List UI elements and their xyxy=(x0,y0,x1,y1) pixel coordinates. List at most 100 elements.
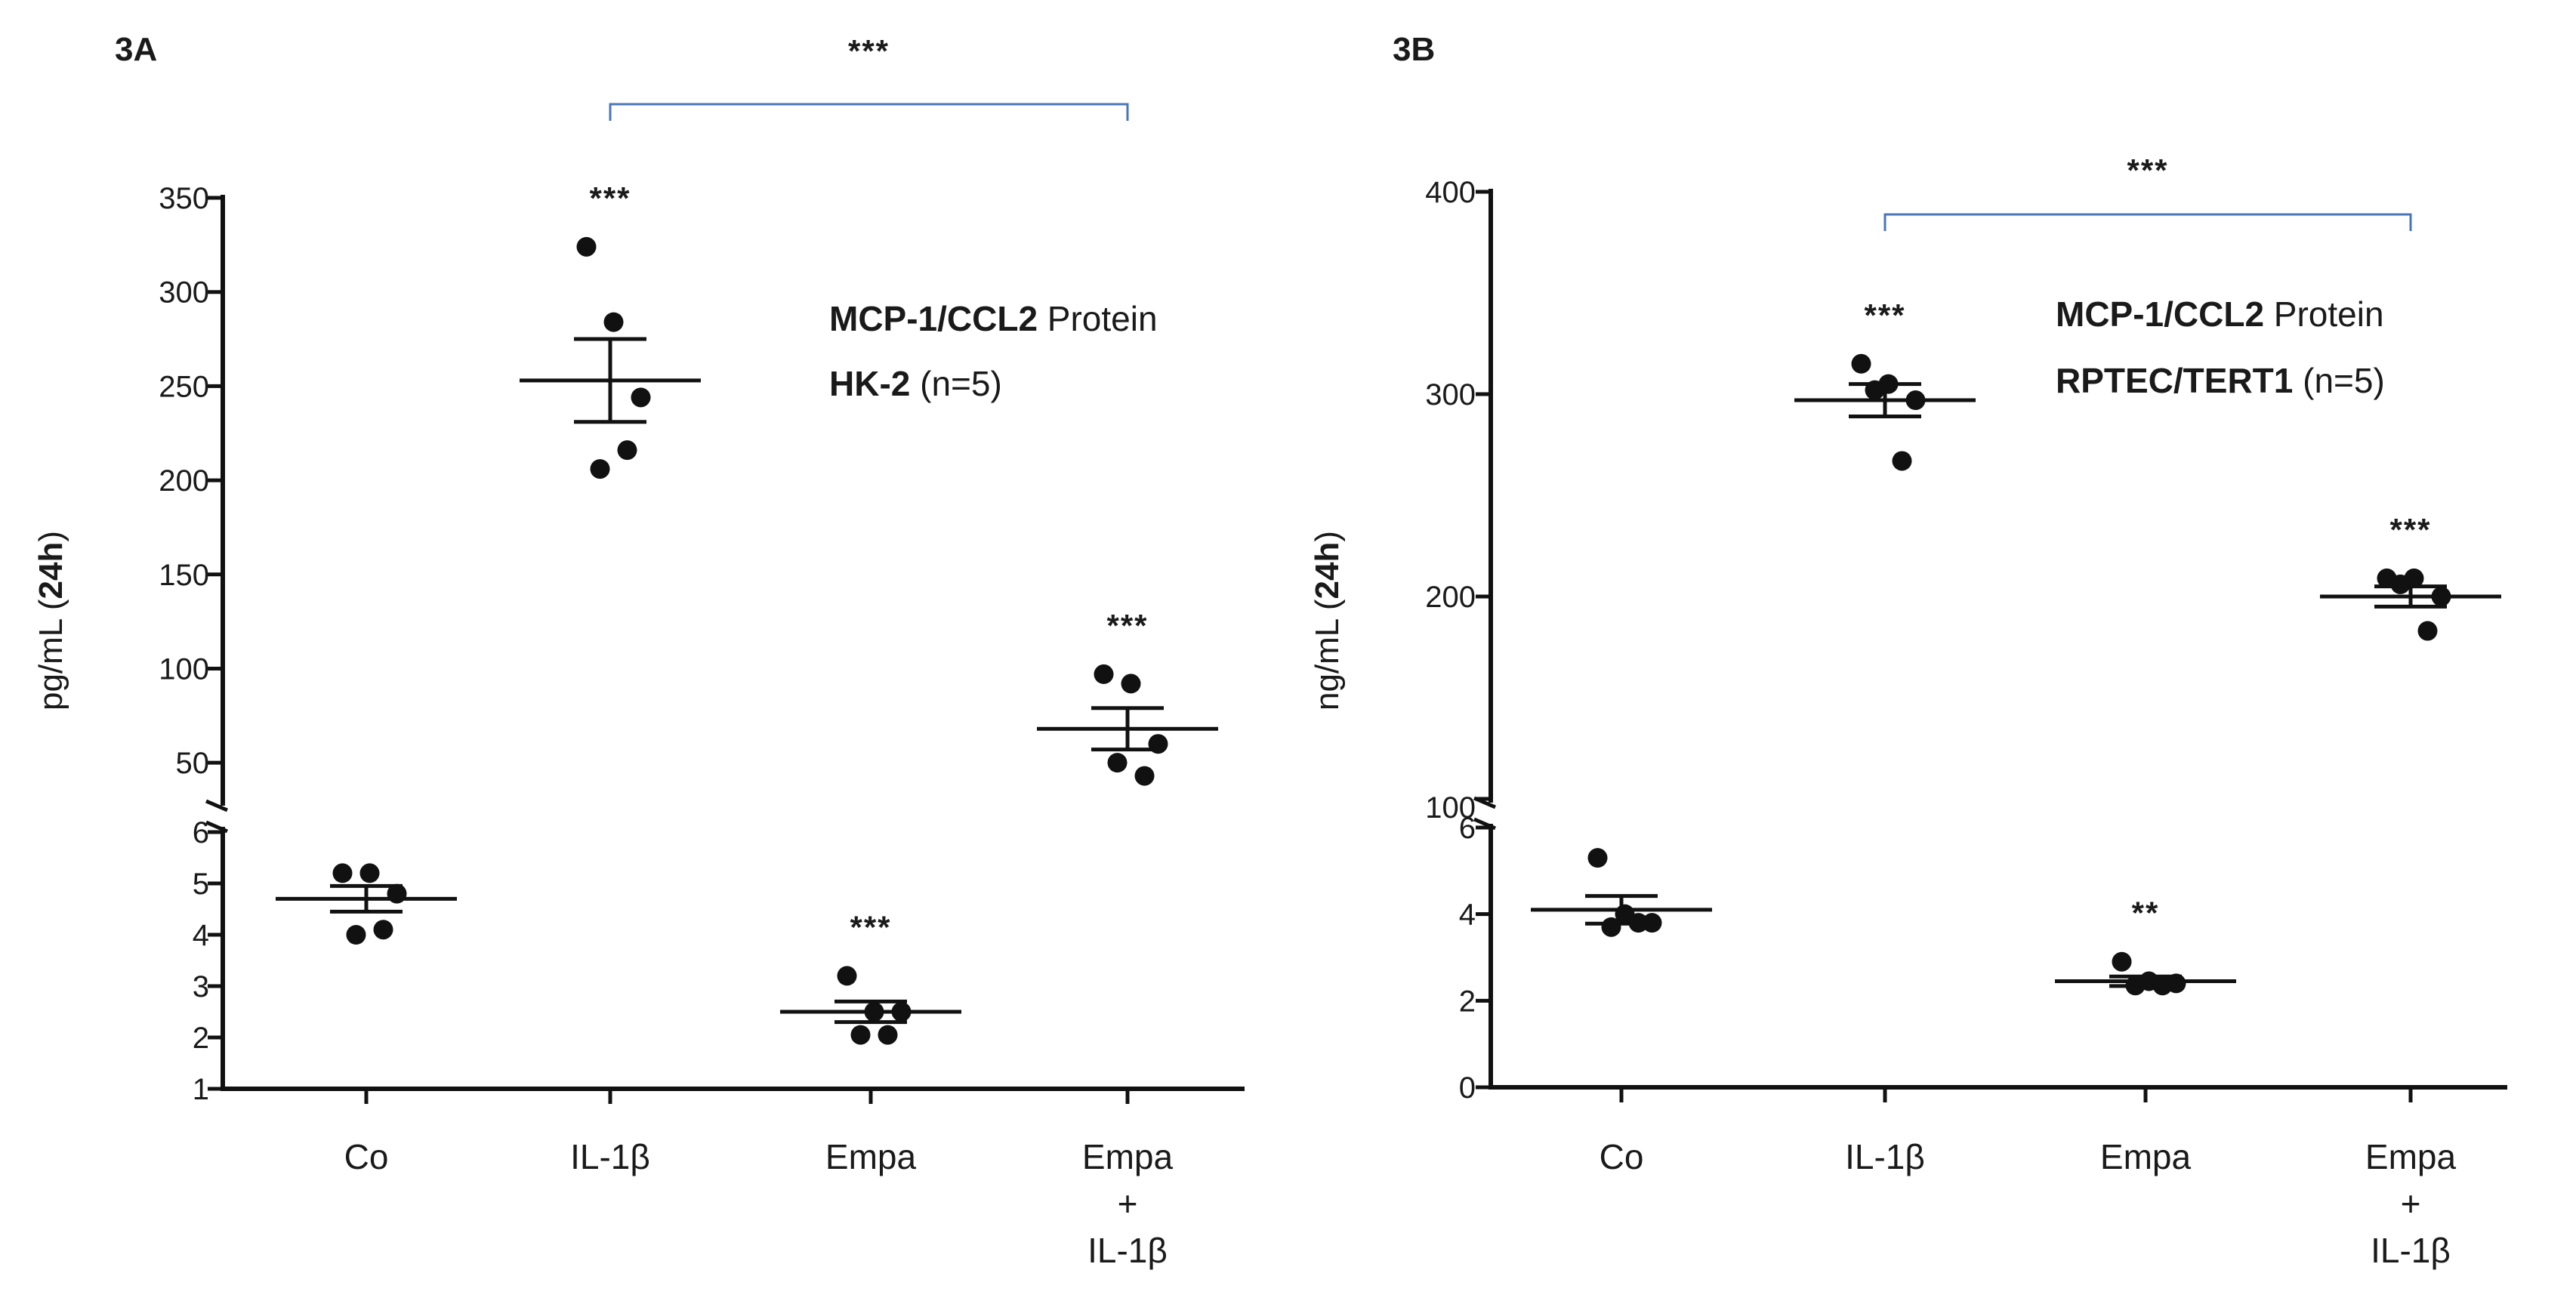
x-tick-label: IL-1β xyxy=(1845,1137,1925,1176)
panel-label: 3A xyxy=(115,31,157,68)
y-tick-label: 300 xyxy=(1425,378,1476,412)
data-point xyxy=(1121,674,1141,694)
x-tick-label: Co xyxy=(1600,1137,1644,1176)
data-point xyxy=(1134,766,1155,786)
y-tick-label: 2 xyxy=(193,1022,209,1055)
significance-label: *** xyxy=(850,909,891,945)
data-point xyxy=(590,459,610,479)
data-point xyxy=(617,440,637,461)
data-point xyxy=(1892,451,1912,471)
data-point xyxy=(2431,587,2451,606)
data-point xyxy=(891,1002,912,1022)
data-point xyxy=(1107,753,1128,773)
x-tick-label: Empa xyxy=(2365,1137,2457,1176)
x-tick-label: Empa xyxy=(825,1137,917,1176)
data-point xyxy=(346,925,366,945)
data-point xyxy=(387,883,407,904)
data-group-0 xyxy=(1531,848,1712,937)
data-point xyxy=(1642,913,1662,933)
legend-text: Protein xyxy=(2264,294,2384,334)
y-axis-label-bold: 24h xyxy=(32,542,69,600)
data-point xyxy=(1865,380,1885,400)
y-tick-label: 400 xyxy=(1425,176,1476,209)
y-tick-label: 2 xyxy=(1459,985,1476,1018)
panel-label: 3B xyxy=(1393,31,1435,68)
x-tick-label: + xyxy=(2401,1184,2421,1223)
data-point xyxy=(631,387,651,408)
data-point xyxy=(1587,848,1608,868)
data-group-2: *** xyxy=(780,909,961,1045)
legend-bold: RPTEC/TERT1 xyxy=(2056,361,2293,400)
legend-bold: HK-2 xyxy=(829,364,910,403)
data-group-2: ** xyxy=(2055,896,2236,996)
y-tick-label: 100 xyxy=(159,652,209,686)
axis-break-mark xyxy=(1473,817,1496,831)
y-axis-label: ng/mL (24h) xyxy=(1309,531,1346,711)
data-point xyxy=(878,1025,898,1045)
y-tick-label: 150 xyxy=(159,559,209,592)
y-tick-label: 4 xyxy=(1459,899,1476,932)
y-tick-label: 3 xyxy=(193,970,209,1003)
y-tick-label: 6 xyxy=(193,816,209,849)
y-axis-label-close: ) xyxy=(1309,531,1346,542)
data-point xyxy=(2112,951,2132,972)
y-axis-label-bold: 24h xyxy=(1309,542,1346,600)
data-point xyxy=(2152,976,2173,996)
y-tick-label: 200 xyxy=(159,464,209,498)
data-point xyxy=(1094,664,1114,684)
x-tick-label: + xyxy=(1118,1184,1138,1223)
data-point xyxy=(2417,621,2438,641)
x-tick-label: Empa xyxy=(2100,1137,2192,1176)
significance-label: *** xyxy=(589,180,631,216)
y-axis-label-unit: pg/mL ( xyxy=(32,599,69,711)
y-tick-label: 250 xyxy=(159,370,209,403)
legend-text: (n=5) xyxy=(910,364,1001,403)
legend-text: Protein xyxy=(1038,299,1158,338)
legend-bold: MCP-1/CCL2 xyxy=(2056,294,2264,334)
y-axis-label: pg/mL (24h) xyxy=(32,531,69,711)
data-point xyxy=(332,863,353,883)
significance-label: ** xyxy=(2132,896,2160,931)
data-point xyxy=(359,863,380,883)
y-tick-label: 6 xyxy=(1459,812,1476,845)
data-point xyxy=(1851,353,1871,374)
data-point xyxy=(1601,917,1621,937)
data-point xyxy=(603,312,624,332)
y-tick-label: 200 xyxy=(1425,581,1476,614)
x-tick-label: Co xyxy=(344,1137,389,1176)
data-group-3: *** xyxy=(1037,608,1218,786)
legend-line-2: HK-2 (n=5) xyxy=(829,364,1002,403)
data-group-1: *** xyxy=(520,180,701,479)
legend-line-1: MCP-1/CCL2 Protein xyxy=(2056,294,2384,334)
legend-line-1: MCP-1/CCL2 Protein xyxy=(829,299,1158,338)
significance-label: *** xyxy=(2389,512,2431,547)
y-tick-label: 300 xyxy=(159,276,209,310)
y-tick-label: 50 xyxy=(176,747,210,780)
y-tick-label: 5 xyxy=(193,868,209,901)
data-point xyxy=(864,1002,884,1022)
x-tick-label: IL-1β xyxy=(1087,1231,1168,1270)
x-tick-label: IL-1β xyxy=(570,1137,650,1176)
data-group-3: *** xyxy=(2320,512,2501,641)
data-group-1: *** xyxy=(1794,297,1976,471)
y-axis-label-close: ) xyxy=(32,531,69,542)
y-tick-label: 1 xyxy=(193,1073,209,1106)
y-tick-label: 350 xyxy=(159,182,209,215)
data-group-0 xyxy=(276,863,457,945)
axis-break-mark xyxy=(205,799,228,812)
legend-text: (n=5) xyxy=(2293,361,2384,400)
y-axis-label-unit: ng/mL ( xyxy=(1309,599,1346,711)
bracket-label: *** xyxy=(848,33,890,69)
data-point xyxy=(2125,976,2146,996)
significance-label: *** xyxy=(1864,297,1905,333)
y-tick-label: 0 xyxy=(1459,1071,1476,1105)
x-tick-label: IL-1β xyxy=(2371,1231,2451,1270)
data-point xyxy=(2390,574,2411,594)
axis-break-mark xyxy=(205,820,228,834)
significance-label: *** xyxy=(1106,608,1148,643)
data-point xyxy=(1628,913,1649,933)
comparison-bracket xyxy=(609,103,1129,121)
chart-panel-3A: 3A 1 2 3 4 5 6 50 100 150 200 250 300 350 pg/mL (24h) C… xyxy=(32,31,1245,1270)
